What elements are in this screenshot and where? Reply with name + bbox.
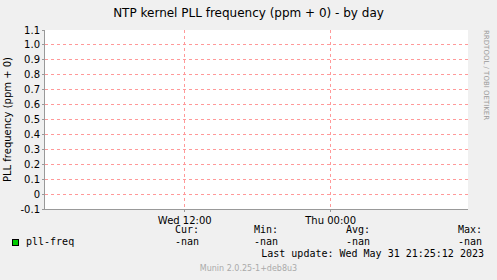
svg-text:0.8: 0.8 — [24, 69, 40, 80]
html-text:-nan: -nan — [174, 236, 199, 247]
svg-text:1.0: 1.0 — [24, 39, 40, 50]
svg-text:0.7: 0.7 — [24, 84, 40, 95]
svg-text:NTP kernel PLL frequency (ppm: NTP kernel PLL frequency (ppm + 0) - by … — [113, 6, 384, 20]
html-text:Avg:: Avg: — [345, 224, 370, 235]
html-text:-nan: -nan — [253, 236, 278, 247]
html-text:Max:: Max: — [457, 224, 482, 235]
svg-text:Wed 12:00: Wed 12:00 — [157, 215, 212, 226]
svg-text:0.6: 0.6 — [24, 99, 40, 110]
svg-text:0.2: 0.2 — [24, 159, 40, 170]
html-text:-nan: -nan — [345, 236, 370, 247]
html-text:pll-freq: pll-freq — [26, 236, 75, 247]
html-text:RRDTOOL / TOBI OETIKER: RRDTOOL / TOBI OETIKER — [482, 30, 490, 121]
html-text:Munin 2.0.25-1+deb8u3: Munin 2.0.25-1+deb8u3 — [199, 264, 298, 273]
svg-text:PLL frequency (ppm + 0): PLL frequency (ppm + 0) — [2, 57, 13, 182]
html-text:Min:: Min: — [253, 224, 278, 235]
svg-text:0: 0 — [34, 189, 40, 200]
svg-text:0.5: 0.5 — [24, 114, 40, 125]
html-text:Cur:: Cur: — [174, 224, 199, 235]
svg-text:0.9: 0.9 — [24, 54, 40, 65]
svg-text:0.3: 0.3 — [24, 144, 40, 155]
html-text:Last update: Wed May 31 21:25:: Last update: Wed May 31 21:25:12 2023 — [261, 248, 484, 259]
svg-text:-0.1: -0.1 — [20, 204, 40, 215]
svg-text:0.4: 0.4 — [24, 129, 40, 140]
html-text:-nan: -nan — [457, 236, 482, 247]
svg-text:Thu 00:00: Thu 00:00 — [305, 215, 356, 226]
svg-text:0.1: 0.1 — [24, 174, 40, 185]
svg-text:1.1: 1.1 — [24, 25, 40, 36]
